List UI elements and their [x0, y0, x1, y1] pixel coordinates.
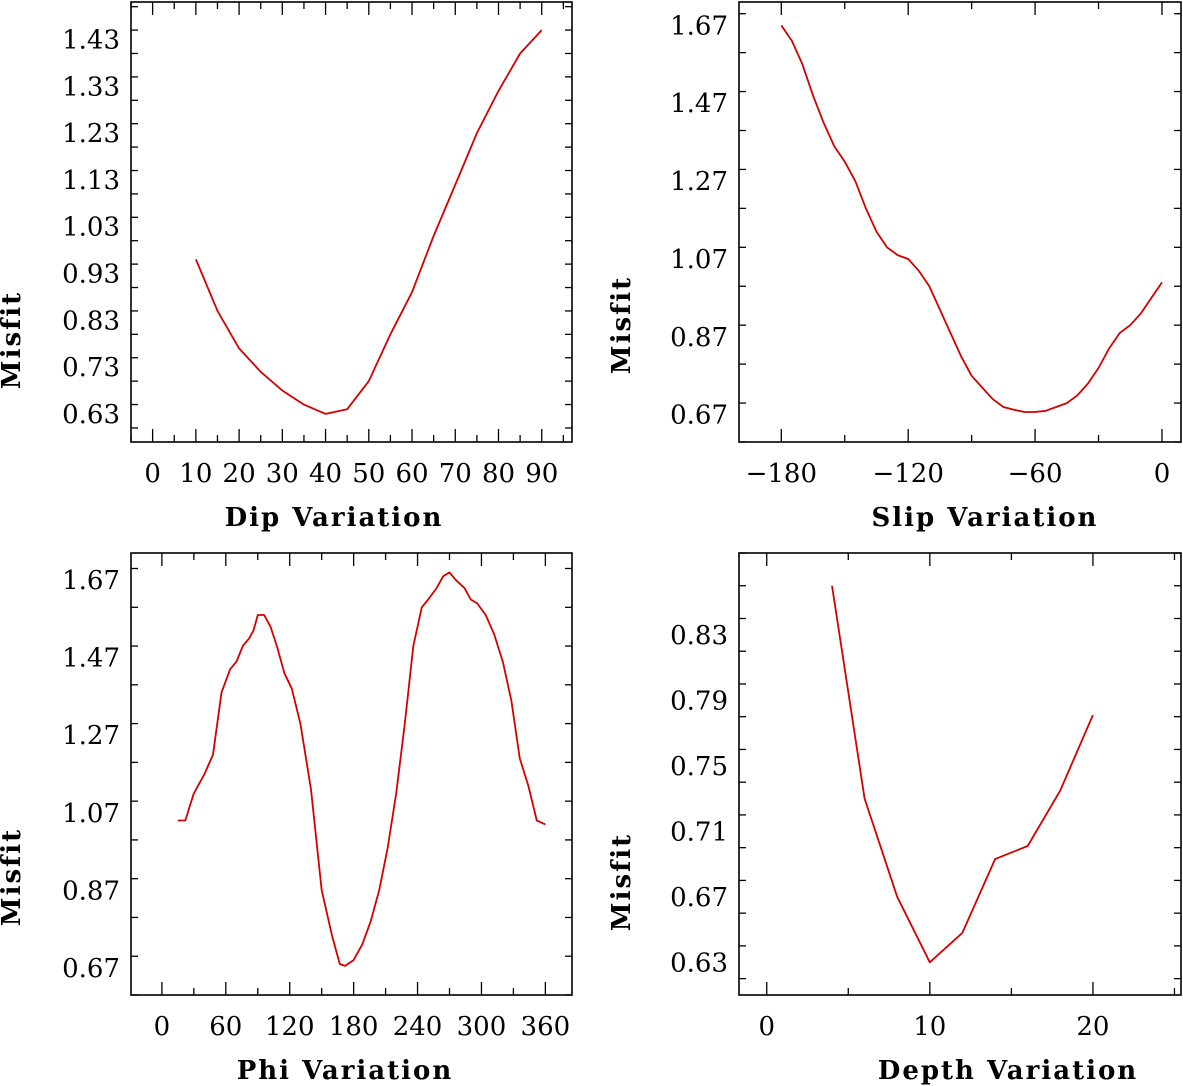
dip-y-tick-label: 0.73	[62, 353, 120, 383]
depth-x-tick-label: 20	[1076, 1012, 1109, 1042]
phi-misfit-line	[177, 571, 546, 967]
dip-x-tick-label: 50	[352, 459, 385, 489]
depth-y-axis-title: Misfit	[607, 833, 637, 931]
depth-plot-frame	[738, 552, 1182, 996]
dip-y-tick-label: 1.03	[62, 213, 120, 243]
slip-y-tick-label: 1.47	[670, 89, 728, 119]
slip-x-axis-title: Slip Variation	[872, 503, 1099, 533]
depth-y-tick-label: 0.63	[670, 948, 728, 978]
slip-y-axis-title: Misfit	[607, 276, 637, 374]
slip-y-tick-labels: 0.67 0.87 1.07 1.27 1.47 1.67	[670, 11, 728, 430]
slip-misfit-line	[780, 24, 1163, 413]
dip-axis-ticks	[130, 2, 572, 442]
dip-x-tick-label: 20	[223, 459, 256, 489]
dip-y-tick-labels: 0.63 0.73 0.83 0.93 1.03 1.13 1.23 1.33 1.43	[62, 25, 120, 429]
dip-y-tick-label: 1.33	[62, 72, 120, 102]
slip-y-tick-label: 0.67	[670, 401, 728, 431]
depth-x-tick-labels: 0 10 20	[758, 1012, 1109, 1042]
slip-y-tick-label: 1.67	[670, 11, 728, 41]
phi-x-tick-label: 360	[521, 1012, 571, 1042]
slip-x-tick-label: −180	[746, 459, 817, 489]
depth-misfit-line	[831, 585, 1094, 964]
phi-y-tick-label: 1.27	[62, 721, 120, 751]
phi-misfit-panel: 0.67 0.87 1.07 1.27 1.47 1.67 0 60 120 180 240 300…	[0, 552, 573, 1086]
dip-misfit-line	[195, 29, 543, 415]
dip-misfit-panel: 0.63 0.73 0.83 0.93 1.03 1.13 1.23 1.33 1.43 0 10…	[0, 1, 573, 533]
depth-y-tick-label: 0.75	[670, 752, 728, 782]
phi-x-tick-label: 120	[265, 1012, 315, 1042]
phi-y-tick-label: 1.67	[62, 566, 120, 596]
phi-axis-ticks	[131, 553, 572, 996]
phi-y-axis-title: Misfit	[0, 828, 27, 926]
slip-x-tick-label: 0	[1154, 459, 1171, 489]
phi-x-tick-label: 180	[329, 1012, 379, 1042]
slip-misfit-panel: 0.67 0.87 1.07 1.27 1.47 1.67 −180 −120 −60 0 Sl…	[607, 1, 1182, 533]
depth-misfit-panel: 0.63 0.67 0.71 0.75 0.79 0.83 0 10 20 Depth Var…	[607, 552, 1182, 1086]
depth-y-tick-label: 0.79	[670, 686, 728, 716]
depth-x-axis-title: Depth Variation	[878, 1056, 1138, 1086]
dip-x-tick-label: 90	[525, 459, 558, 489]
dip-y-tick-label: 1.43	[62, 25, 120, 55]
phi-y-tick-labels: 0.67 0.87 1.07 1.27 1.47 1.67	[62, 566, 120, 984]
dip-x-tick-labels: 0 10 20 30 40 50 60 70 80 90	[144, 459, 558, 489]
dip-x-tick-label: 0	[144, 459, 161, 489]
slip-axis-ticks	[739, 2, 1181, 443]
dip-plot-frame	[130, 1, 573, 443]
dip-x-tick-label: 40	[309, 459, 342, 489]
phi-x-axis-title: Phi Variation	[237, 1056, 454, 1086]
phi-plot-frame	[130, 552, 573, 996]
depth-x-tick-label: 10	[913, 1012, 946, 1042]
phi-y-tick-label: 1.47	[62, 644, 120, 674]
slip-y-tick-label: 1.27	[670, 167, 728, 197]
depth-y-tick-label: 0.67	[670, 883, 728, 913]
phi-y-tick-label: 1.07	[62, 799, 120, 829]
phi-x-tick-labels: 0 60 120 180 240 300 360	[154, 1012, 571, 1042]
slip-x-tick-labels: −180 −120 −60 0	[746, 459, 1171, 489]
dip-x-tick-label: 30	[266, 459, 299, 489]
phi-x-tick-label: 0	[154, 1012, 171, 1042]
depth-y-tick-labels: 0.63 0.67 0.71 0.75 0.79 0.83	[670, 621, 728, 978]
slip-y-tick-label: 0.87	[670, 323, 728, 353]
dip-y-tick-label: 0.63	[62, 400, 120, 430]
dip-x-tick-label: 70	[439, 459, 472, 489]
depth-y-tick-label: 0.71	[670, 817, 728, 847]
dip-x-tick-label: 10	[179, 459, 212, 489]
depth-y-tick-label: 0.83	[670, 621, 728, 651]
dip-x-tick-label: 60	[395, 459, 428, 489]
slip-x-tick-label: −120	[872, 459, 943, 489]
dip-x-tick-label: 80	[482, 459, 515, 489]
dip-y-tick-label: 0.93	[62, 259, 120, 289]
slip-y-tick-label: 1.07	[670, 245, 728, 275]
dip-y-tick-label: 1.13	[62, 166, 120, 196]
phi-x-tick-label: 240	[393, 1012, 443, 1042]
slip-plot-frame	[738, 1, 1182, 443]
dip-y-tick-label: 0.83	[62, 306, 120, 336]
phi-y-tick-label: 0.87	[62, 876, 120, 906]
dip-y-tick-label: 1.23	[62, 119, 120, 149]
slip-x-tick-label: −60	[1008, 459, 1063, 489]
depth-x-tick-label: 0	[758, 1012, 775, 1042]
depth-axis-ticks	[739, 552, 1181, 995]
dip-y-axis-title: Misfit	[0, 291, 27, 389]
dip-x-axis-title: Dip Variation	[225, 503, 444, 533]
phi-x-tick-label: 300	[457, 1012, 507, 1042]
phi-x-tick-label: 60	[209, 1012, 242, 1042]
phi-y-tick-label: 0.67	[62, 954, 120, 984]
